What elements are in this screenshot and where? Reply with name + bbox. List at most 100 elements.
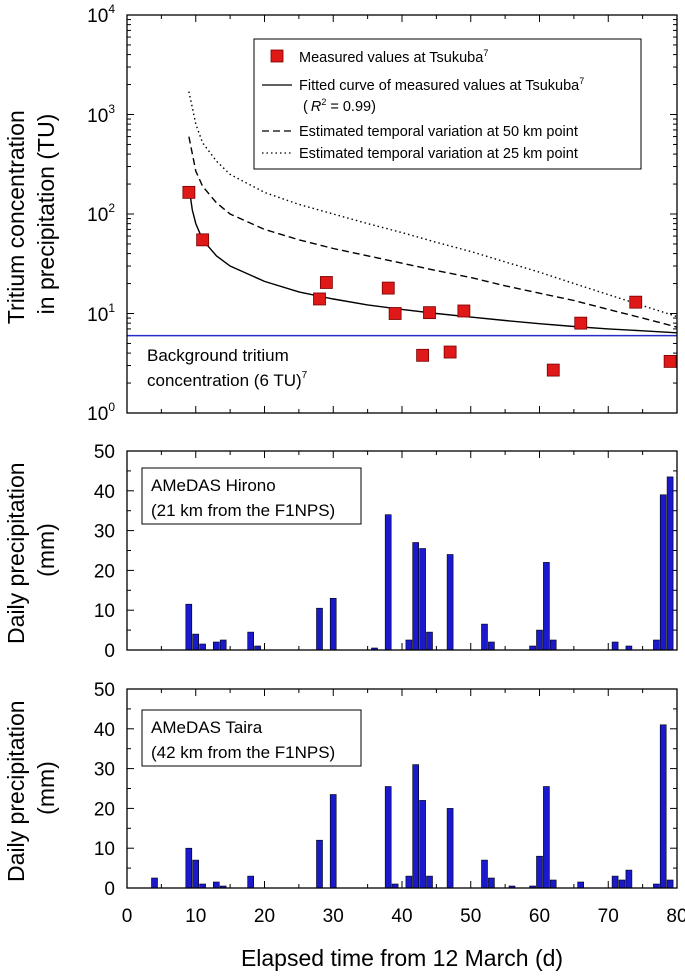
- taira-label-text: AMeDAS Taira (42 km from the F1NPS): [151, 718, 335, 762]
- tritium-y-ticks: [126, 15, 678, 414]
- y-tick-label: 40: [94, 720, 115, 741]
- curve-dotted: [188, 91, 678, 318]
- measured-point: [182, 185, 196, 199]
- measured-point: [196, 233, 210, 247]
- x-tick-label: 60: [529, 906, 550, 927]
- hirono-y-tick-labels: 0 10 20 30 40 50: [94, 442, 115, 662]
- tritium-y-axis-title: Tritium concentration in precipitation (…: [3, 104, 59, 324]
- y-tick-label: 30: [94, 522, 115, 543]
- precip-bar: [543, 786, 550, 889]
- y-tick-label: 40: [94, 482, 115, 503]
- measured-point: [416, 348, 430, 362]
- measured-point: [388, 307, 402, 320]
- precip-bar: [666, 476, 674, 651]
- x-axis-title: Elapsed time from 12 March (d): [241, 945, 563, 971]
- tritium-panel: 104 103 102 101 100 Tritium concentratio…: [3, 2, 678, 425]
- measured-point: [423, 306, 436, 320]
- precip-bar: [329, 597, 337, 651]
- precip-bar: [536, 855, 543, 889]
- x-tick-label: 50: [460, 906, 481, 927]
- tritium-y-tick-labels: 104 103 102 101 100: [87, 2, 115, 425]
- taira-label-box: [141, 709, 362, 767]
- legend-label-r2: (R2 = 0.99): [303, 97, 376, 115]
- precip-bar: [488, 641, 495, 651]
- taira-plot-frame: [126, 688, 678, 889]
- precip-bar: [653, 639, 660, 651]
- tritium-legend: Measured values at Tsukuba7 Fitted curve…: [253, 38, 642, 170]
- precip-bar: [213, 881, 220, 889]
- hirono-y-axis-title: Daily precipitation (mm): [3, 456, 59, 644]
- taira-bars: [151, 724, 674, 889]
- precip-bar: [549, 639, 557, 651]
- precip-bar: [316, 839, 323, 889]
- x-tick-label: 30: [323, 906, 344, 927]
- y-tick-label: 20: [94, 799, 115, 820]
- precip-bar: [247, 631, 254, 651]
- precip-bar: [611, 875, 619, 889]
- curve-dashed: [188, 136, 678, 328]
- measured-point: [457, 304, 471, 318]
- precip-bar: [213, 641, 220, 651]
- taira-panel: 0 10 20 30 40 50 AMeDAS Taira (42 km from the…: [3, 680, 685, 971]
- precip-bar: [329, 794, 337, 889]
- measured-point: [629, 295, 643, 309]
- measured-point: [663, 355, 677, 368]
- legend-label-fitted: Fitted curve of measured values at Tsuku…: [299, 76, 584, 94]
- tritium-markers: [182, 185, 677, 377]
- hirono-panel: 0 10 20 30 40 50 AMeDAS Hirono (21 km from th…: [3, 442, 678, 662]
- precip-bar: [412, 542, 420, 651]
- precip-bar: [488, 877, 495, 889]
- precip-bar: [481, 859, 488, 889]
- precip-bar: [549, 879, 557, 889]
- precip-bar: [412, 764, 420, 889]
- legend-box: [253, 38, 642, 170]
- y-tick-label: 10: [94, 839, 115, 860]
- hirono-label-box: [141, 467, 362, 525]
- precip-bar: [611, 641, 619, 651]
- y-tick-label: 50: [94, 680, 115, 701]
- x-tick-label: 40: [391, 906, 412, 927]
- precip-bar: [659, 724, 667, 889]
- precip-bar: [384, 786, 392, 889]
- legend-label-50km: Estimated temporal variation at 50 km po…: [299, 124, 578, 140]
- precip-bar: [577, 881, 585, 889]
- tritium-plot-frame: [126, 14, 678, 414]
- precip-bar: [151, 877, 158, 889]
- precip-bar: [185, 603, 193, 651]
- precip-bar: [419, 548, 426, 651]
- precip-bar: [419, 800, 426, 889]
- hirono-station-label: AMeDAS Hirono (21 km from the F1NPS): [141, 467, 362, 525]
- precip-bar: [185, 847, 193, 889]
- precip-bar: [219, 639, 227, 651]
- precip-bar: [481, 623, 488, 651]
- precip-bar: [426, 875, 433, 889]
- legend-label-25km: Estimated temporal variation at 25 km po…: [299, 146, 578, 162]
- measured-point: [574, 316, 588, 330]
- x-tick-label: 20: [254, 906, 275, 927]
- precip-bar: [405, 875, 413, 889]
- y-tick-label: 50: [94, 442, 115, 463]
- precip-bar: [659, 494, 667, 651]
- hirono-plot-frame: [126, 450, 678, 651]
- legend-label-measured: Measured values at Tsukuba7: [299, 48, 488, 66]
- precip-bar: [625, 869, 633, 889]
- y-tick-label-1e3: 103: [87, 102, 115, 127]
- precip-bar: [384, 514, 392, 651]
- x-tick-label: 10: [185, 906, 206, 927]
- y-tick-label-1e4: 104: [87, 2, 115, 27]
- y-tick-label: 0: [104, 879, 115, 900]
- y-tick-label: 20: [94, 561, 115, 582]
- x-tick-label: 70: [598, 906, 619, 927]
- precip-bar: [446, 554, 454, 651]
- precip-bar: [192, 859, 199, 889]
- y-tick-label: 30: [94, 760, 115, 781]
- y-tick-label-1e1: 101: [87, 301, 115, 326]
- hirono-bars: [185, 476, 674, 651]
- y-tick-label-1e2: 102: [87, 201, 115, 226]
- precip-bar: [618, 879, 626, 889]
- x-tick-label: 0: [122, 906, 133, 927]
- precip-bar: [543, 562, 550, 651]
- precip-bar: [446, 808, 454, 889]
- legend-marker-measured: [270, 49, 284, 63]
- precip-bar: [199, 643, 206, 651]
